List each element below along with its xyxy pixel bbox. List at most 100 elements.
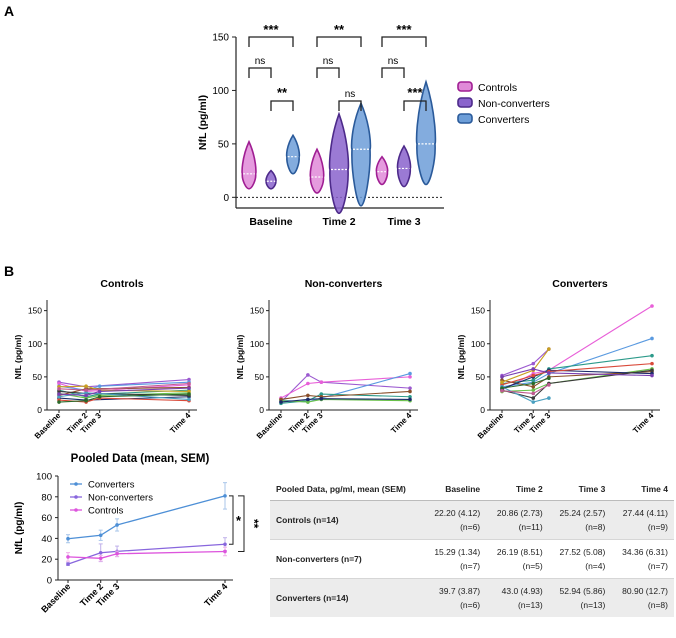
table-cell: 34.36 (6.31) (n=7) (611, 539, 674, 579)
y-tick-label: 150 (471, 306, 485, 316)
y-tick-label: 0 (480, 405, 485, 415)
violin-shape (328, 111, 350, 215)
subject-data-point (187, 389, 191, 394)
subject-data-point (187, 381, 191, 386)
y-tick-label: 50 (476, 372, 486, 382)
subject-data-point (187, 392, 191, 396)
mean-point (115, 523, 119, 527)
subject-data-point (57, 400, 61, 404)
mean-point (223, 549, 227, 554)
y-tick-label: 0 (223, 193, 229, 204)
pooled-data-chart: Pooled Data (mean, SEM) 0 20 40 60 80 100 NfL (… (14, 453, 261, 615)
subject-data-point (319, 392, 324, 396)
subject-trajectory-line (280, 398, 411, 403)
legend-label: Non-converters (478, 98, 550, 110)
legend-label: Controls (88, 506, 124, 517)
table-row-label: Converters (n=14) (270, 578, 424, 617)
legend-label: Converters (478, 114, 529, 126)
subject-data-point (531, 378, 536, 382)
subject-data-point (97, 384, 102, 388)
y-axis-label: NfL (pg/ml) (14, 502, 25, 555)
mean-line (67, 495, 226, 540)
cell-n: (n=9) (647, 522, 668, 532)
y-axis-label: NfL (pg/ml) (13, 334, 23, 379)
subject-data-point (319, 396, 324, 401)
individual-trajectory-charts: Controls 0 50 100 150 NfL (pg/ml) Baseline Time… (13, 278, 660, 441)
subject-data-point (57, 394, 61, 399)
subject-data-point (531, 381, 536, 386)
subject-data-point (84, 393, 88, 398)
subject-data-point (500, 386, 504, 390)
significance-label: ** (334, 22, 345, 37)
subject-trajectory-line (280, 376, 411, 399)
violin-shape (241, 139, 257, 190)
mean-point (98, 533, 103, 538)
subject-data-point (408, 371, 412, 376)
legend-swatch (457, 113, 473, 124)
y-tick-label: 100 (471, 339, 485, 349)
subject-trajectory-line (280, 390, 411, 400)
subject-trajectory-line (501, 305, 653, 391)
cell-value: 43.0 (4.93) (501, 586, 543, 596)
subject-data-point (531, 400, 536, 404)
panel-title: Controls (100, 278, 143, 290)
subject-trajectory-line (58, 393, 190, 403)
significance-bracket (229, 495, 234, 545)
y-tick-label: 150 (250, 306, 264, 316)
table-row: Non-converters (n=7) 15.29 (1.34) (n=7) 2… (270, 539, 674, 579)
cell-value: 22.20 (4.12) (434, 508, 481, 518)
subject-data-point (84, 388, 88, 392)
cell-value: 20.86 (2.73) (496, 508, 543, 518)
chart-title: Pooled Data (mean, SEM) (71, 453, 210, 465)
violin-shape (309, 147, 325, 194)
subject-data-point (500, 388, 504, 393)
significance-label: ns (255, 56, 266, 67)
mean-point (66, 562, 70, 566)
subject-data-point (408, 397, 412, 402)
subject-data-point (57, 387, 61, 391)
y-tick-label: 50 (255, 372, 265, 382)
subject-trajectory-line (501, 368, 653, 392)
legend-swatch (457, 97, 473, 108)
significance-bracket (270, 100, 294, 111)
x-tick-label: Baseline (249, 216, 292, 228)
subject-data-point (531, 385, 536, 389)
mean-line (67, 543, 226, 565)
legend-label: Non-converters (88, 493, 153, 504)
cell-value: 26.19 (8.51) (496, 547, 543, 557)
y-tick-label: 40 (41, 534, 52, 545)
violin-shape (375, 155, 389, 186)
subject-data-point (84, 390, 88, 395)
subject-data-point (531, 396, 536, 400)
subject-data-point (650, 304, 654, 308)
y-tick-label: 50 (218, 139, 230, 150)
cell-value: 15.29 (1.34) (434, 547, 481, 557)
significance-bracket (248, 36, 294, 47)
mean-point (223, 494, 227, 498)
panel-title: Non-converters (305, 278, 383, 290)
cell-n: (n=13) (517, 600, 543, 610)
y-tick-label: 150 (28, 306, 42, 316)
subject-data-point (97, 394, 102, 399)
subject-data-point (547, 383, 551, 387)
violin-shape (350, 101, 372, 207)
cell-n: (n=6) (460, 600, 481, 610)
significance-label: ns (388, 56, 399, 67)
mean-line (67, 550, 226, 559)
y-tick-label: 100 (250, 339, 264, 349)
x-tick-label: Time 4 (202, 581, 229, 608)
x-tick-label: Baseline (476, 411, 506, 441)
y-tick-label: 100 (28, 339, 42, 349)
y-tick-label: 0 (259, 405, 264, 415)
subject-data-point (279, 400, 283, 404)
y-axis-label: NfL (pg/ml) (235, 334, 245, 379)
subject-data-point (531, 361, 536, 366)
subject-trajectory-line (280, 398, 411, 403)
pooled-data-table: Pooled Data, pg/ml, mean (SEM) Baseline … (270, 478, 674, 617)
significance-bracket (248, 67, 272, 78)
subject-data-point (279, 397, 283, 402)
table-cell: 43.0 (4.93) (n=13) (486, 578, 549, 617)
subject-trajectory-line (501, 368, 653, 378)
y-tick-label: 0 (47, 576, 52, 587)
legend-marker (74, 508, 78, 512)
